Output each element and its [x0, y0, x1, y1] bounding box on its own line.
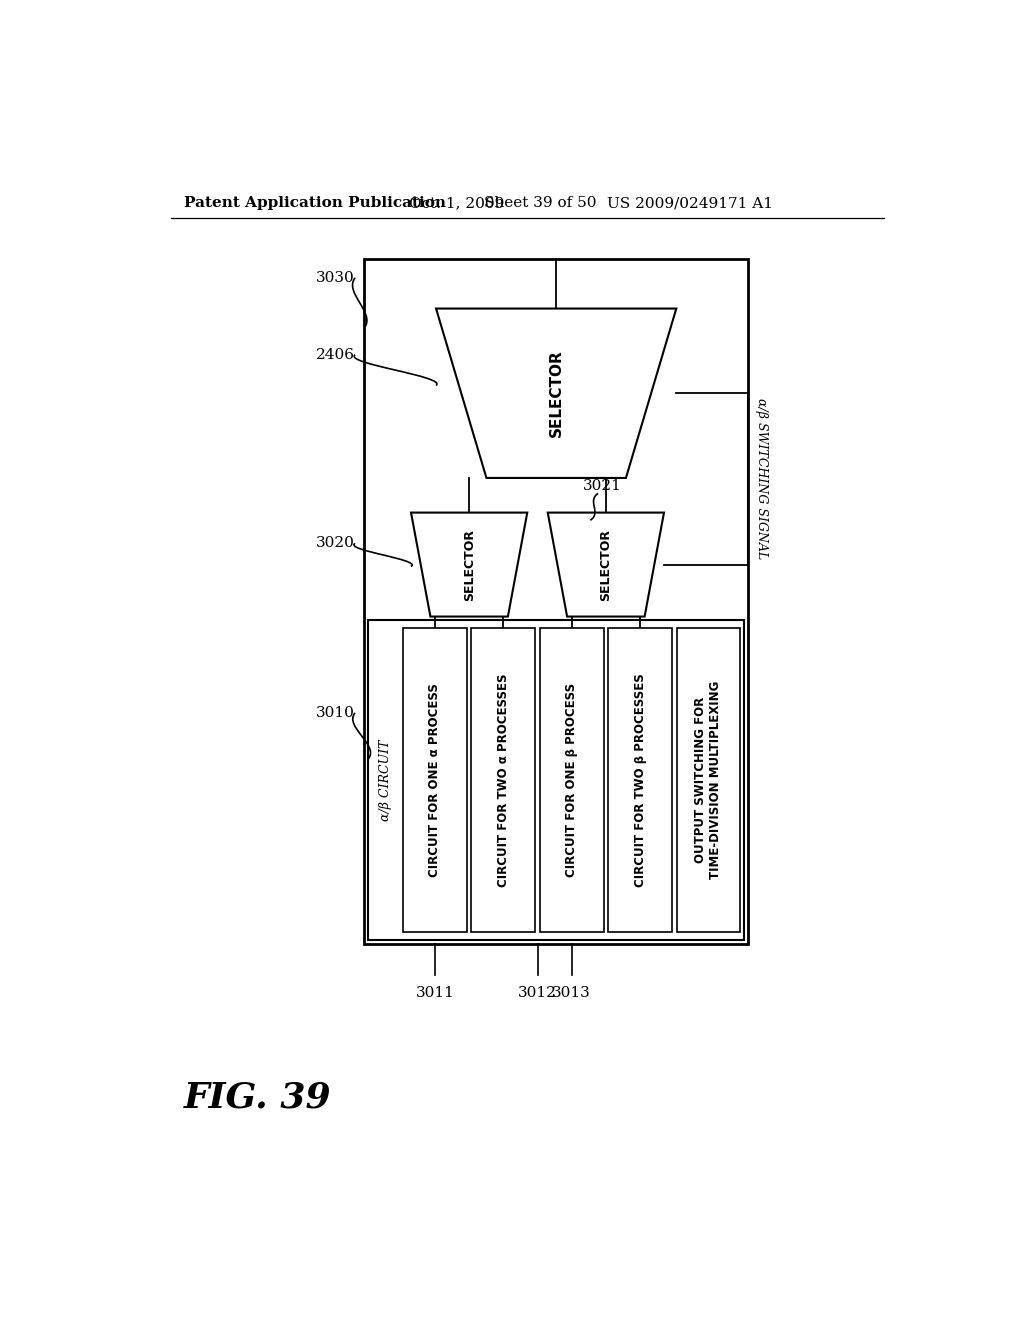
Polygon shape: [411, 512, 527, 616]
Polygon shape: [548, 512, 664, 616]
Bar: [365, 259, 748, 944]
Text: CIRCUIT FOR TWO α PROCESSES: CIRCUIT FOR TWO α PROCESSES: [497, 673, 510, 887]
Text: Patent Application Publication: Patent Application Publication: [183, 197, 445, 210]
Text: SELECTOR: SELECTOR: [549, 350, 563, 437]
Text: FIG. 39: FIG. 39: [183, 1081, 332, 1115]
Text: 3012: 3012: [518, 986, 557, 1001]
Text: α/β SWITCHING SIGNAL: α/β SWITCHING SIGNAL: [756, 399, 768, 560]
Text: 3021: 3021: [583, 479, 622, 494]
Text: SELECTOR: SELECTOR: [599, 528, 612, 601]
Text: 3010: 3010: [316, 706, 355, 719]
Text: 2406: 2406: [316, 347, 355, 362]
Bar: [369, 620, 744, 940]
Text: CIRCUIT FOR ONE α PROCESS: CIRCUIT FOR ONE α PROCESS: [428, 684, 441, 876]
Bar: [471, 628, 536, 932]
Text: Sheet 39 of 50: Sheet 39 of 50: [484, 197, 597, 210]
Text: CIRCUIT FOR TWO β PROCESSES: CIRCUIT FOR TWO β PROCESSES: [634, 673, 646, 887]
Text: 3020: 3020: [316, 536, 355, 550]
Text: 3013: 3013: [552, 986, 591, 1001]
Text: OUTPUT SWITCHING FOR
TIME-DIVISION MULTIPLEXING: OUTPUT SWITCHING FOR TIME-DIVISION MULTI…: [694, 681, 722, 879]
Text: Oct. 1, 2009: Oct. 1, 2009: [410, 197, 505, 210]
Bar: [540, 628, 603, 932]
Bar: [608, 628, 672, 932]
Text: SELECTOR: SELECTOR: [463, 528, 476, 601]
Text: CIRCUIT FOR ONE β PROCESS: CIRCUIT FOR ONE β PROCESS: [565, 684, 579, 878]
Bar: [677, 628, 740, 932]
Text: α/β CIRCUIT: α/β CIRCUIT: [379, 739, 392, 821]
Polygon shape: [436, 309, 676, 478]
Text: US 2009/0249171 A1: US 2009/0249171 A1: [607, 197, 773, 210]
Bar: [403, 628, 467, 932]
Text: 3011: 3011: [416, 986, 455, 1001]
Text: 3030: 3030: [316, 271, 355, 285]
